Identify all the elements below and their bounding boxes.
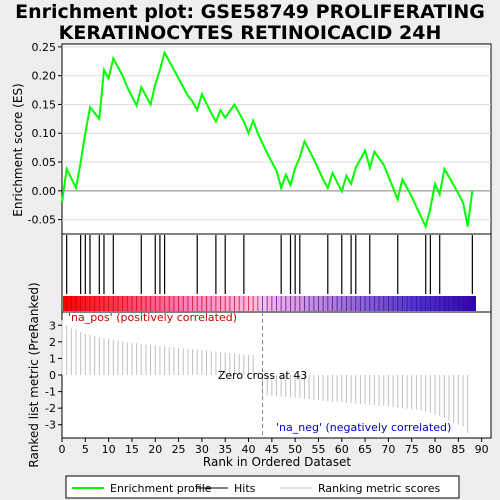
x-tick-label: 90 xyxy=(475,443,489,456)
es-y-axis-label: Enrichment score (ES) xyxy=(11,83,25,216)
ranking-color-bar xyxy=(63,296,476,311)
legend-label: Ranking metric scores xyxy=(318,482,440,495)
metric-y-tick-label: 0 xyxy=(49,369,56,382)
x-tick-label: 65 xyxy=(358,443,372,456)
legend-label: Hits xyxy=(234,482,256,495)
es-y-tick-label: 0.10 xyxy=(32,127,57,140)
ranking-color-bar-lines xyxy=(66,296,469,311)
x-tick-label: 75 xyxy=(405,443,419,456)
metric-y-axis-label: Ranked list metric (PreRanked) xyxy=(27,282,41,467)
es-y-tick-label: 0.25 xyxy=(32,41,57,54)
ranking-metric-bars xyxy=(61,320,469,434)
x-tick-label: 5 xyxy=(82,443,89,456)
x-tick-label: 40 xyxy=(242,443,256,456)
x-axis-label: Rank in Ordered Dataset xyxy=(203,455,351,469)
x-tick-label: 0 xyxy=(59,443,66,456)
hit-markers xyxy=(66,235,473,294)
metric-y-ticks: -3 -2 -1 0 1 2 3 xyxy=(45,319,62,432)
x-tick-label: 35 xyxy=(218,443,232,456)
x-tick-label: 80 xyxy=(428,443,442,456)
x-tick-label: 55 xyxy=(311,443,325,456)
metric-y-tick-label: -1 xyxy=(45,386,56,399)
zero-cross-label: Zero cross at 43 xyxy=(218,369,307,382)
plot-title-line-2: KERATINOCYTES RETINOICACID 24H xyxy=(58,22,442,44)
x-tick-label: 45 xyxy=(265,443,279,456)
es-y-tick-label: 0.05 xyxy=(32,156,57,169)
es-y-ticks: -0.05 0.00 0.05 0.10 0.15 0.20 0.25 xyxy=(28,41,62,227)
x-tick-label: 50 xyxy=(288,443,302,456)
legend-label: Enrichment profile xyxy=(110,482,212,495)
x-axis-ticks: 0 5 10 15 20 25 30 35 40 45 50 55 60 65 70 75 80 85 90 xyxy=(59,438,489,456)
x-tick-label: 70 xyxy=(381,443,395,456)
metric-y-tick-label: 2 xyxy=(49,336,56,349)
es-y-tick-label: 0.20 xyxy=(32,70,57,83)
x-tick-label: 20 xyxy=(148,443,162,456)
es-y-tick-label: 0.15 xyxy=(32,98,57,111)
positive-correlation-label: 'na_pos' (positively correlated) xyxy=(68,311,237,324)
metric-y-tick-label: -2 xyxy=(45,402,56,415)
es-y-tick-label: -0.05 xyxy=(28,214,56,227)
x-tick-label: 15 xyxy=(125,443,139,456)
x-tick-label: 10 xyxy=(102,443,116,456)
x-tick-label: 30 xyxy=(195,443,209,456)
x-tick-label: 85 xyxy=(451,443,465,456)
es-y-tick-label: 0.00 xyxy=(32,185,57,198)
es-panel xyxy=(61,43,492,235)
negative-correlation-label: 'na_neg' (negatively correlated) xyxy=(276,421,451,434)
x-tick-label: 25 xyxy=(172,443,186,456)
enrichment-profile-line xyxy=(61,49,474,230)
legend-box xyxy=(65,475,460,499)
x-tick-label: 60 xyxy=(335,443,349,456)
metric-y-tick-label: 1 xyxy=(49,352,56,365)
metric-y-tick-label: 3 xyxy=(49,319,56,332)
plot-title-line-1: Enrichment plot: GSE58749 PROLIFERATING xyxy=(15,1,485,23)
legend: Enrichment profile Hits Ranking metric sco… xyxy=(72,482,440,495)
metric-y-tick-label: -3 xyxy=(45,419,56,432)
